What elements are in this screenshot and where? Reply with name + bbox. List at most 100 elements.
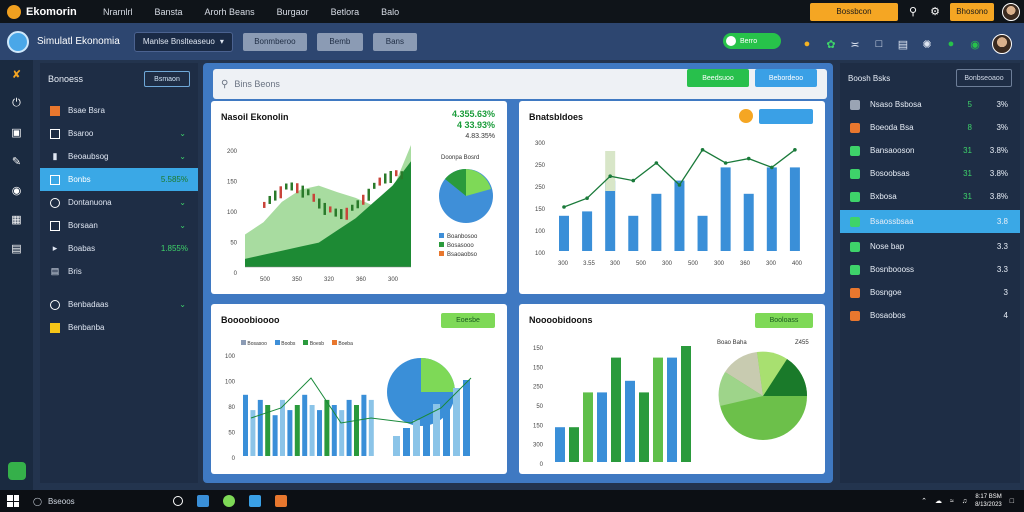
menu-item[interactable]: Nrarnlrl [103, 6, 133, 17]
avatar[interactable] [1002, 2, 1020, 21]
grid-icon[interactable]: ▦ [11, 214, 22, 226]
right-panel-item-percent: 3.3 [996, 265, 1008, 274]
help-icon[interactable] [8, 462, 26, 480]
status-green-icon[interactable]: ● [947, 38, 955, 50]
sub-button-1[interactable]: Bonmberoo [242, 32, 307, 51]
sidebar-item[interactable]: Dontanuona ⌄ [40, 191, 198, 214]
right-panel: Boosh Bsks Bonbseoaoo Nsaso Bsbosa 5 3% Boe… [840, 63, 1020, 483]
settings-icon[interactable]: ⚙ [930, 6, 940, 18]
clock[interactable]: 8:17 BSM 8/13/2023 [975, 493, 1002, 509]
blue-action-button[interactable]: Bebordeoo [755, 69, 817, 87]
square-icon [50, 128, 60, 139]
filter-button[interactable] [759, 109, 813, 124]
power-icon[interactable]: ⏻ [12, 97, 21, 109]
x-tick-label: 300 [714, 261, 725, 267]
sidebar-item[interactable]: ▮ Beoaubsog ⌄ [40, 145, 198, 168]
y-tick-label: 0 [540, 462, 544, 468]
sidebar-item[interactable]: Benbadaas ⌄ [40, 293, 198, 316]
badge-button[interactable]: Booloass [755, 313, 813, 328]
gauge-icon[interactable]: ≍ [850, 38, 860, 51]
bar [433, 404, 440, 456]
sidebar-item[interactable]: ▸ Boabas 1.855% [40, 237, 198, 260]
menu-item[interactable]: Burgaor [276, 6, 309, 17]
top-action-button[interactable]: Bossbcon [810, 2, 898, 21]
bar [443, 396, 450, 456]
status-toggle[interactable]: Berro [723, 33, 781, 49]
taskbar-search[interactable]: ◯ Bseoos [33, 492, 163, 510]
alert-icon[interactable] [739, 109, 753, 123]
x-tick-label: 300 [388, 277, 399, 283]
mail-icon[interactable] [249, 495, 261, 507]
bar [243, 394, 248, 456]
top-secondary-button[interactable]: Bhosono [950, 2, 994, 21]
right-panel-item[interactable]: Bosngoe 3 [840, 281, 1020, 304]
y-tick-label: 0 [234, 271, 238, 277]
kpi-sub-value: 4.83.35% [465, 133, 495, 140]
notification-icon[interactable]: □ [1009, 497, 1014, 505]
volume-icon[interactable]: ♫ [961, 497, 968, 505]
sidebar-item[interactable]: Benbanba [40, 316, 198, 339]
green-action-button[interactable]: Beedsuoo [687, 69, 749, 87]
search-input[interactable]: Bins Beons [234, 79, 280, 89]
right-panel-item[interactable]: Nsaso Bsbosa 5 3% [840, 93, 1020, 116]
right-panel-item[interactable]: Bosaobos 4 [840, 304, 1020, 327]
sub-button-3[interactable]: Bans [372, 32, 417, 51]
document-icon[interactable]: ▤ [897, 38, 909, 51]
bars-icon: ▮ [52, 151, 58, 161]
task-view-icon[interactable] [173, 496, 183, 506]
sidebar-item[interactable]: Bsae Bsra [40, 99, 198, 122]
left-rail: ✘ ⏻ ▣ ✎ ◉ ▦ ▤ [0, 60, 33, 490]
browser-icon[interactable] [223, 495, 235, 507]
taskbar-apps [173, 495, 287, 507]
workspace-dropdown[interactable]: Manlse Bnslteaseuo ▾ [133, 31, 233, 52]
wifi-icon[interactable]: ≈ [949, 497, 954, 505]
calendar-icon[interactable]: ▣ [11, 127, 22, 139]
search-icon[interactable]: ⚲ [908, 6, 918, 18]
coin-icon[interactable]: ● [803, 38, 811, 50]
puzzle-icon[interactable]: ✺ [922, 38, 932, 51]
app-icon[interactable] [7, 30, 29, 53]
chevron-up-icon[interactable]: ⌃ [921, 498, 927, 505]
sidebar-item-value: 5.585% [160, 175, 188, 184]
leaf-icon[interactable]: ✿ [826, 38, 836, 51]
candlestick [367, 188, 370, 201]
user-avatar[interactable] [992, 34, 1012, 54]
right-panel-button[interactable]: Bonbseoaoo [956, 69, 1012, 87]
tools-icon[interactable]: ✘ [11, 69, 22, 81]
pen-icon[interactable]: ✎ [11, 156, 22, 168]
app-icon-taskbar[interactable] [275, 495, 287, 507]
cloud-icon[interactable]: ☁ [934, 498, 942, 505]
badge-button[interactable]: Eoesbe [441, 313, 495, 328]
right-panel-item[interactable]: Bsaossbsaa 3.8 [840, 210, 1020, 233]
app-logo[interactable]: Ekomorin [7, 4, 92, 19]
globe-icon[interactable]: ◉ [11, 185, 22, 197]
right-panel-item[interactable]: Nose bap 3.3 [840, 235, 1020, 258]
table-icon[interactable]: ▤ [11, 243, 22, 255]
start-icon[interactable] [7, 495, 19, 507]
sidebar-header-button[interactable]: Bsmaon [144, 71, 190, 87]
right-panel-item[interactable]: Boeoda Bsa 8 3% [840, 116, 1020, 139]
sidebar-item-active[interactable]: Bonbs 5.585% [40, 168, 198, 191]
menu-item[interactable]: Balo [381, 6, 400, 17]
right-panel-item[interactable]: Bxbosa 31 3.8% [840, 185, 1020, 208]
right-panel-item[interactable]: Bansaooson 31 3.8% [840, 139, 1020, 162]
item-icon [850, 168, 860, 179]
right-panel-item[interactable]: Bosoobsas 31 3.8% [840, 162, 1020, 185]
sidebar-item[interactable]: Bsaroo ⌄ [40, 122, 198, 145]
x-tick-label: 400 [792, 261, 803, 267]
line-point [700, 148, 705, 152]
sub-button-2[interactable]: Bemb [316, 32, 363, 51]
taskbar-search-text: Bseoos [47, 496, 75, 506]
menu-item[interactable]: Arorh Beans [204, 6, 255, 17]
sidebar-item[interactable]: ▤ Bris [40, 260, 198, 283]
sidebar-item[interactable]: Borsaan ⌄ [40, 214, 198, 237]
candlestick [307, 189, 310, 196]
chat-icon[interactable]: ◉ [970, 38, 980, 51]
menu-item[interactable]: Bansta [154, 6, 183, 17]
clipboard-icon[interactable]: □ [875, 38, 883, 50]
menu-item[interactable]: Betlora [330, 6, 360, 17]
explorer-icon[interactable] [197, 495, 209, 507]
y-tick-label: 80 [228, 405, 235, 411]
right-panel-item-value: 31 [963, 192, 972, 201]
right-panel-item[interactable]: Bosnboooss 3.3 [840, 258, 1020, 281]
